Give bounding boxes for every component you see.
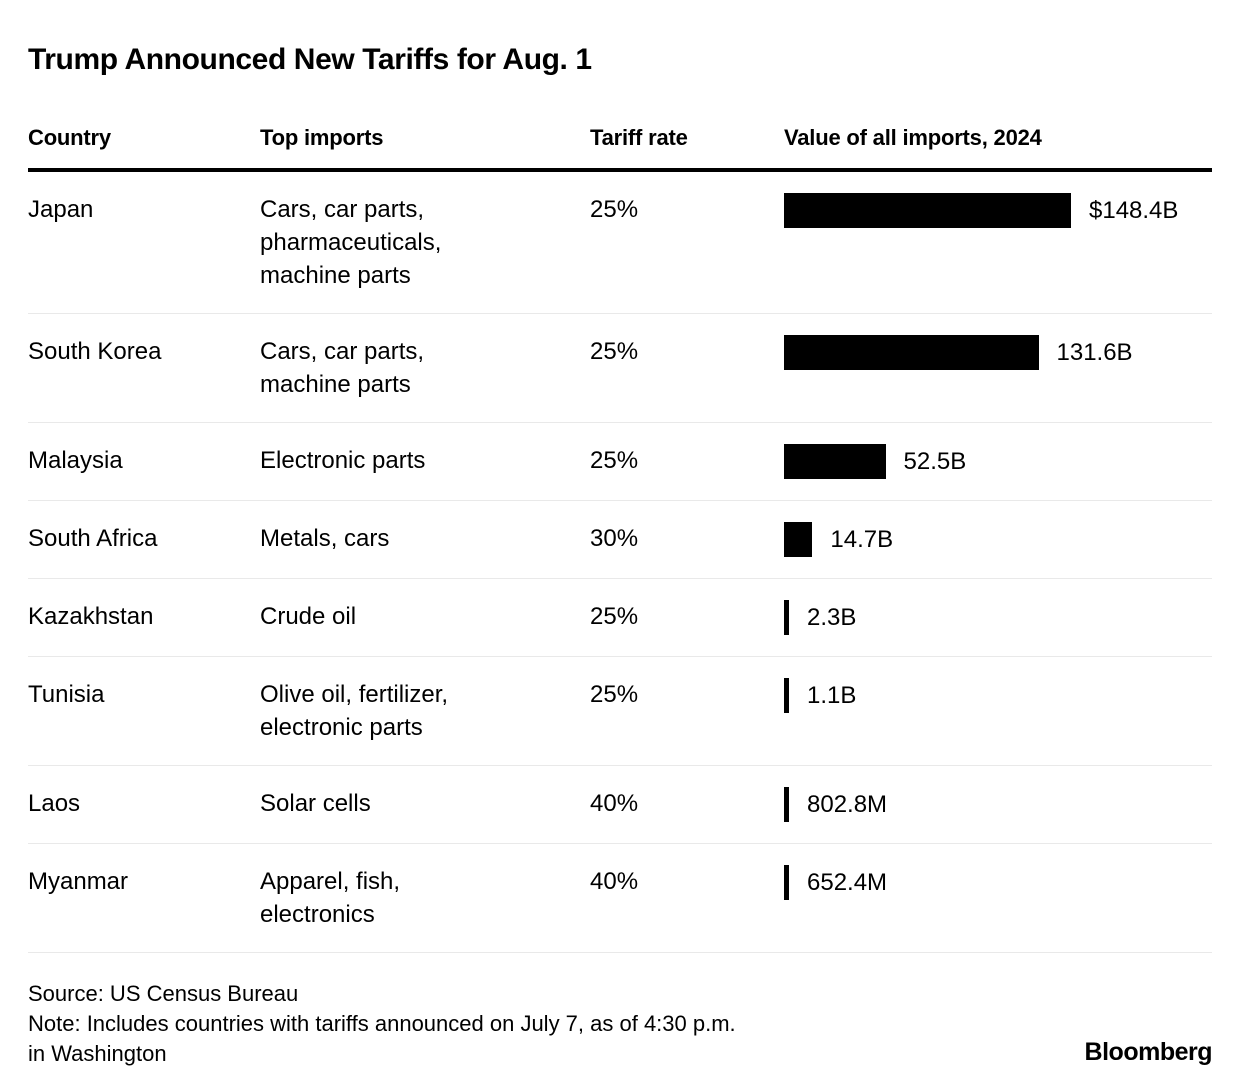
value-bar — [784, 335, 1039, 370]
country-cell: Malaysia — [28, 447, 123, 474]
column-header-country: Country — [28, 125, 111, 150]
imports-cell: Solar cells — [260, 790, 371, 817]
footer: Source: US Census Bureau Note: Includes … — [28, 953, 1213, 1069]
value-bar — [784, 678, 789, 713]
imports-cell: Metals, cars — [260, 525, 390, 552]
country-cell: Laos — [28, 790, 81, 817]
tariff-cell: 40% — [590, 790, 639, 817]
value-bar — [784, 193, 1071, 228]
value-cell: 131.6B — [784, 335, 1212, 370]
table-row: South Korea Cars, car parts, machine par… — [28, 314, 1212, 423]
tariff-cell: 25% — [590, 196, 639, 223]
value-bar — [784, 444, 886, 479]
value-cell: $148.4B — [784, 193, 1212, 228]
bloomberg-logo: Bloomberg — [1084, 1038, 1213, 1066]
value-bar — [784, 600, 789, 635]
table-row: South Africa Metals, cars 30% 14.7B — [28, 501, 1212, 579]
country-cell: Myanmar — [28, 868, 129, 895]
value-cell: 14.7B — [784, 522, 1212, 557]
table-row: Laos Solar cells 40% 802.8M — [28, 766, 1212, 844]
country-cell: Kazakhstan — [28, 603, 154, 630]
tariff-cell: 25% — [590, 603, 639, 630]
table-row: Japan Cars, car parts, pharmaceuticals, … — [28, 172, 1212, 314]
imports-cell: Crude oil — [260, 603, 357, 630]
imports-cell: Cars, car parts, pharmaceuticals, machin… — [260, 196, 442, 289]
value-bar — [784, 522, 813, 557]
value-bar — [784, 787, 789, 822]
tariff-cell: 25% — [590, 447, 639, 474]
imports-cell: Cars, car parts, machine parts — [260, 338, 425, 398]
country-cell: Tunisia — [28, 681, 105, 708]
imports-cell: Olive oil, fertilizer, electronic parts — [260, 681, 449, 741]
value-cell: 1.1B — [784, 678, 1212, 713]
country-cell: South Korea — [28, 338, 162, 365]
table-body: Japan Cars, car parts, pharmaceuticals, … — [28, 172, 1212, 953]
note-text: Note: Includes countries with tariffs an… — [28, 1011, 736, 1066]
table-header: Country Top imports Tariff rate Value of… — [28, 124, 1212, 172]
column-header-import-value: Value of all imports, 2024 — [784, 125, 1042, 150]
column-header-tariff-rate: Tariff rate — [590, 125, 688, 150]
value-label: 52.5B — [903, 448, 967, 475]
column-header-top-imports: Top imports — [260, 125, 384, 150]
value-cell: 2.3B — [784, 600, 1212, 635]
value-bar — [784, 865, 789, 900]
value-label: 652.4M — [807, 869, 888, 896]
tariff-cell: 25% — [590, 338, 639, 365]
value-label: 1.1B — [807, 682, 857, 709]
country-cell: South Africa — [28, 525, 158, 552]
page-title: Trump Announced New Tariffs for Aug. 1 — [28, 43, 592, 76]
value-label: $148.4B — [1089, 197, 1179, 224]
value-label: 14.7B — [830, 526, 894, 553]
source-text: Source: US Census Bureau — [28, 981, 299, 1006]
imports-cell: Electronic parts — [260, 447, 426, 474]
value-label: 131.6B — [1056, 339, 1133, 366]
table-row: Myanmar Apparel, fish, electronics 40% 6… — [28, 844, 1212, 953]
value-cell: 802.8M — [784, 787, 1212, 822]
tariff-cell: 25% — [590, 681, 639, 708]
value-label: 802.8M — [807, 791, 888, 818]
table-row: Malaysia Electronic parts 25% 52.5B — [28, 423, 1212, 501]
tariff-cell: 30% — [590, 525, 639, 552]
value-cell: 652.4M — [784, 865, 1212, 900]
country-cell: Japan — [28, 196, 94, 223]
table-row: Kazakhstan Crude oil 25% 2.3B — [28, 579, 1212, 657]
tariff-cell: 40% — [590, 868, 639, 895]
table-row: Tunisia Olive oil, fertilizer, electroni… — [28, 657, 1212, 766]
value-label: 2.3B — [807, 604, 857, 631]
imports-cell: Apparel, fish, electronics — [260, 868, 401, 928]
value-cell: 52.5B — [784, 444, 1212, 479]
